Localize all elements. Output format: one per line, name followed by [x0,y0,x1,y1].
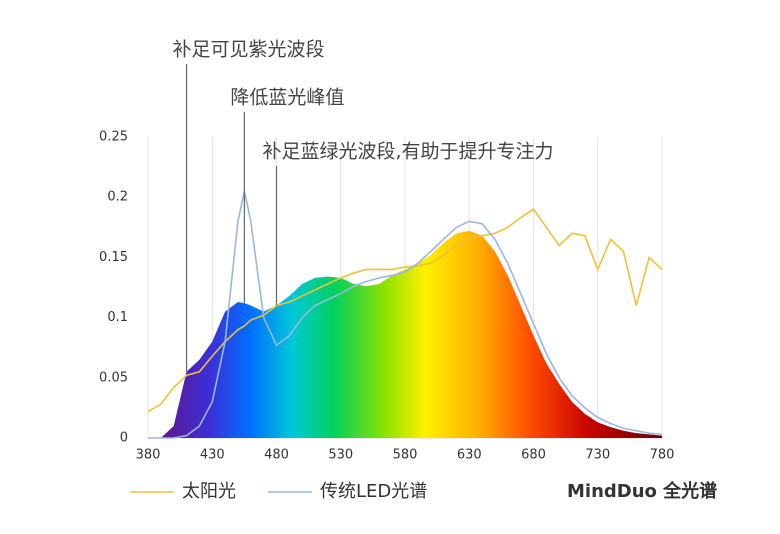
legend-label: MindDuo 全光谱 [567,480,717,502]
y-tick-label: 0.1 [107,310,128,325]
spectrum-area [148,230,662,438]
y-tick-label: 0.15 [99,250,128,265]
legend-label: 太阳光 [182,481,236,502]
series-line [147,208,663,413]
x-tick-label: 630 [457,448,482,463]
y-tick-label: 0.2 [107,190,128,205]
annotation: 补足蓝绿光波段,有助于提升专注力 [263,141,554,163]
y-tick-label: 0.05 [99,370,128,385]
x-tick-label: 380 [136,448,161,463]
x-tick-label: 680 [521,448,546,463]
y-tick-label: 0.25 [99,130,128,145]
x-tick-label: 580 [393,448,418,463]
x-tick-label: 430 [200,448,225,463]
x-tick-label: 480 [264,448,289,463]
series-line [148,191,663,439]
annotation: 补足可见紫光波段 [173,39,325,61]
legend-label: 传统LED光谱 [320,481,427,502]
x-tick-label: 780 [650,448,675,463]
x-tick-label: 530 [328,448,353,463]
annotation: 降低蓝光峰值 [230,87,344,109]
x-tick-label: 730 [585,448,610,463]
y-tick-label: 0 [120,431,128,446]
